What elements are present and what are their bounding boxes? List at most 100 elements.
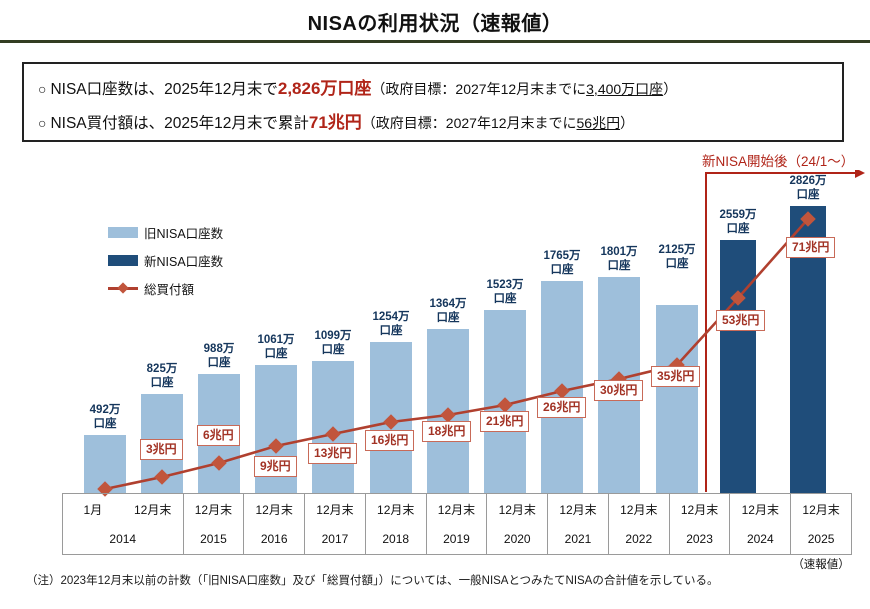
axis-month-2025-1: 12月末	[802, 502, 840, 517]
bar-label-2015-dec: 988万 口座	[203, 343, 235, 369]
nisa-chart: 新NISA開始後（24/1～） 旧NISA口座数 新NISA口座数 総買付額 4…	[0, 150, 870, 571]
legend-item-total-purchase: 総買付額	[108, 274, 223, 302]
x-axis: 1月 12月末 2014 12月末 2015 12月末 2016 12月末 2017 12月末 20…	[62, 493, 852, 571]
summary-accounts-note-close: ）	[663, 81, 678, 97]
bar-label-2022-dec: 1801万 口座	[600, 246, 638, 272]
marker-p-2015-dec	[211, 455, 227, 471]
legend-item-old-nisa: 旧NISA口座数	[108, 218, 223, 246]
summary-accounts-note-target: 3,400万口座	[586, 81, 664, 97]
axis-year-2016: 2016	[260, 532, 288, 547]
axis-group-2025: 12月末 2025 （速報値）	[791, 494, 851, 571]
axis-year-2015: 2015	[200, 532, 227, 547]
bar-label-2017-dec: 1099万 口座	[314, 330, 352, 356]
callout-3: 3兆円	[140, 439, 183, 460]
legend-swatch-icon-new	[108, 254, 138, 266]
summary-purchase-note-close: ）	[620, 115, 635, 131]
summary-accounts-note-open: （政府目標：2027年12月末までに	[371, 81, 587, 97]
bar-label-2016-dec: 1061万 口座	[257, 334, 295, 360]
page-title: NISAの利用状況（速報値）	[307, 12, 563, 35]
axis-group-2017: 12月末 2017	[305, 494, 366, 554]
callout-13: 13兆円	[308, 443, 358, 464]
axis-group-2014: 1月 12月末 2014	[63, 494, 184, 554]
bullet-icon: ○	[38, 115, 47, 131]
axis-month-2019-1: 12月末	[437, 502, 476, 517]
axis-group-2024: 12月末 2024	[730, 494, 792, 554]
axis-year-2024: 2024	[746, 532, 774, 547]
axis-month-2023-1: 12月末	[680, 502, 719, 517]
axis-month-2024-1: 12月末	[741, 502, 779, 517]
summary-line-purchase: ○ NISA買付額は、2025年12月末で累計71兆円（政府目標：2027年12月…	[38, 106, 828, 140]
axis-month-2020-1: 12月末	[498, 502, 536, 517]
axis-year-2022: 2022	[625, 532, 653, 547]
axis-month-2022-1: 12月末	[620, 502, 658, 517]
bar-label-2019-dec: 1364万 口座	[429, 298, 467, 324]
axis-year-2021: 2021	[564, 532, 592, 547]
title-bar: NISAの利用状況（速報値）	[0, 0, 870, 42]
callout-30: 30兆円	[594, 380, 644, 401]
title-divider	[0, 40, 870, 43]
axis-sub-2025: （速報値）	[792, 559, 850, 571]
axis-month-2017-1: 12月末	[316, 502, 354, 517]
axis-group-2015: 12月末 2015	[184, 494, 245, 554]
callout-6: 6兆円	[197, 425, 240, 446]
legend-item-new-nisa: 新NISA口座数	[108, 246, 223, 274]
bullet-icon: ○	[38, 81, 47, 97]
summary-purchase-note-open: （政府目標：2027年12月末までに	[361, 115, 577, 131]
bar-label-2020-dec: 1523万 口座	[486, 279, 524, 305]
axis-group-2021: 12月末 2021	[548, 494, 609, 554]
footnote: （注）2023年12月末以前の計数（「旧NISA口座数」及び「総買付額」）につい…	[26, 575, 719, 587]
marker-p-2018-dec	[383, 414, 399, 430]
legend-swatch-icon-old	[108, 226, 138, 238]
bar-label-2014-jan: 492万 口座	[89, 404, 121, 430]
new-nisa-arrow-icon	[705, 170, 865, 178]
bar-2023-dec	[656, 305, 698, 493]
axis-month-2015-1: 12月末	[194, 502, 233, 517]
axis-year-2018: 2018	[382, 532, 410, 547]
bar-label-2025-dec: 2826万 口座	[789, 175, 827, 201]
legend-label-new: 新NISA口座数	[144, 254, 224, 269]
callout-35: 35兆円	[651, 366, 701, 387]
summary-line-accounts: ○ NISA口座数は、2025年12月末で2,826万口座（政府目標：2027年1…	[38, 72, 828, 106]
callout-71: 71兆円	[786, 237, 836, 258]
bar-label-2023-dec: 2125万 口座	[658, 244, 696, 270]
axis-group-2019: 12月末 2019	[427, 494, 488, 554]
legend-label-old: 旧NISA口座数	[144, 226, 224, 241]
axis-month-2018-1: 12月末	[377, 502, 415, 517]
axis-year-2020: 2020	[503, 532, 531, 547]
callout-18: 18兆円	[422, 421, 472, 442]
summary-accounts-pre: NISA口座数は、2025年12月末で	[50, 81, 278, 98]
summary-purchase-value: 71兆円	[308, 113, 362, 132]
axis-year-2019: 2019	[443, 532, 470, 547]
axis-month-2014-2: 12月末	[133, 502, 172, 517]
axis-group-2023: 12月末 2023	[670, 494, 731, 554]
summary-box: ○ NISA口座数は、2025年12月末で2,826万口座（政府目標：2027年1…	[22, 62, 844, 142]
axis-group-2018: 12月末 2018	[366, 494, 427, 554]
summary-accounts-value: 2,826万口座	[277, 79, 372, 98]
callout-21: 21兆円	[480, 411, 530, 432]
axis-month-2014-1: 1月	[83, 502, 103, 517]
marker-p-2016-dec	[268, 438, 284, 454]
marker-p-2017-dec	[325, 426, 341, 442]
axis-month-2016-1: 12月末	[255, 502, 293, 517]
axis-year-2025: 2025	[807, 532, 835, 547]
new-nisa-start-label: 新NISA開始後（24/1～）	[702, 154, 855, 169]
bar-label-2014-dec: 825万 口座	[146, 363, 178, 389]
callout-53: 53兆円	[716, 310, 766, 331]
marker-p-2014-dec	[154, 469, 170, 485]
axis-year-2023: 2023	[686, 532, 713, 547]
chart-plot-area: 492万 口座 825万 口座 988万 口座 1061万 口座 1099万 口座 1254万 口座 1…	[0, 150, 870, 497]
callout-9: 9兆円	[254, 456, 297, 477]
bar-label-2021-dec: 1765万 口座	[543, 250, 581, 276]
bar-2024-dec	[720, 240, 756, 493]
bar-label-2018-dec: 1254万 口座	[372, 311, 410, 337]
axis-month-2021-1: 12月末	[559, 502, 597, 517]
axis-group-2020: 12月末 2020	[487, 494, 549, 554]
axis-group-2022: 12月末 2022	[609, 494, 670, 554]
legend-label-line: 総買付額	[144, 282, 195, 297]
legend-line-diamond-icon	[108, 282, 138, 294]
summary-purchase-note-target: 56兆円	[576, 115, 621, 131]
axis-group-2016: 12月末 2016	[244, 494, 306, 554]
summary-purchase-pre: NISA買付額は、2025年12月末で累計	[50, 115, 309, 132]
axis-year-2017: 2017	[321, 532, 349, 547]
axis-year-2014: 2014	[109, 532, 137, 547]
